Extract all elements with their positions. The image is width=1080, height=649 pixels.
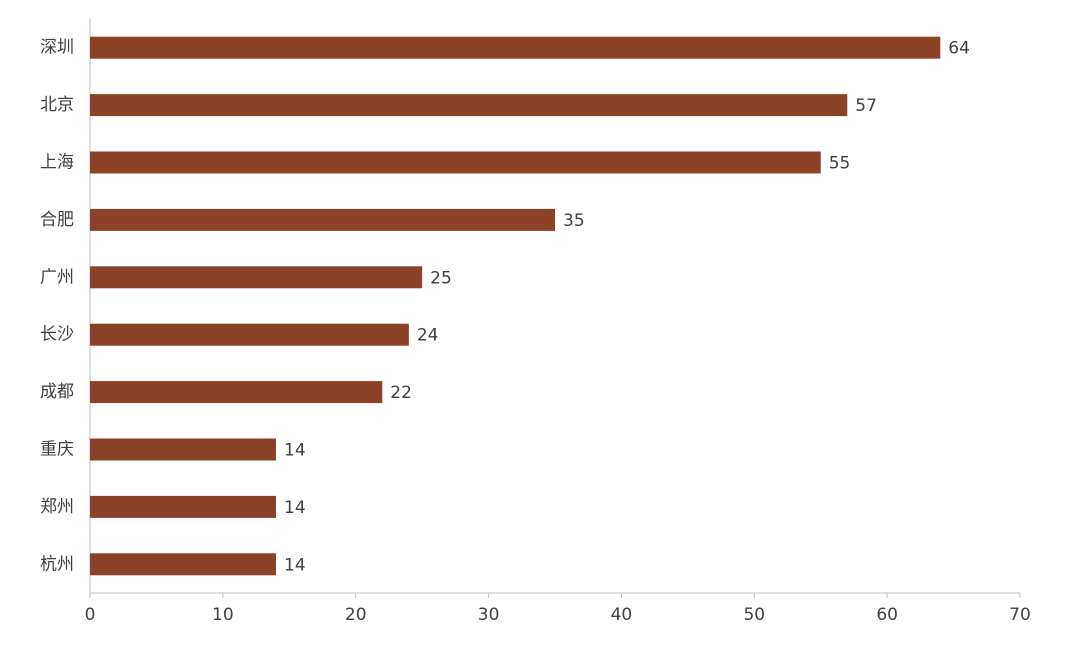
y-tick-label: 郑州 <box>40 497 74 517</box>
x-tick-label: 60 <box>876 605 898 625</box>
data-label: 57 <box>855 96 877 116</box>
data-label: 14 <box>284 555 306 575</box>
data-label: 14 <box>284 498 306 518</box>
x-tick-label: 20 <box>345 605 367 625</box>
data-label: 55 <box>829 154 851 174</box>
data-label: 64 <box>948 39 970 59</box>
bar <box>90 323 409 346</box>
x-tick-label: 40 <box>611 605 633 625</box>
x-tick-label: 50 <box>743 605 765 625</box>
bar <box>90 495 276 518</box>
y-tick-label: 北京 <box>40 95 74 115</box>
y-tick-label: 广州 <box>40 267 74 287</box>
data-label: 14 <box>284 441 306 461</box>
x-tick-label: 70 <box>1009 605 1031 625</box>
y-tick-label: 深圳 <box>40 38 74 58</box>
bar <box>90 438 276 461</box>
bar <box>90 94 848 117</box>
x-tick-label: 10 <box>212 605 234 625</box>
y-tick-label: 长沙 <box>40 325 74 345</box>
data-label: 25 <box>430 268 452 288</box>
x-tick-label: 0 <box>85 605 96 625</box>
y-tick-label: 重庆 <box>40 440 74 460</box>
bar <box>90 151 821 174</box>
bar <box>90 36 941 59</box>
bar <box>90 208 555 231</box>
y-tick-label: 上海 <box>40 153 74 173</box>
data-label: 24 <box>417 326 439 346</box>
data-label: 35 <box>563 211 585 231</box>
x-tick-label: 30 <box>478 605 500 625</box>
y-tick-label: 杭州 <box>40 554 74 574</box>
data-label: 22 <box>390 383 412 403</box>
bar <box>90 381 383 404</box>
bar <box>90 553 276 576</box>
bar <box>90 266 423 289</box>
y-tick-label: 合肥 <box>40 210 74 230</box>
y-tick-label: 成都 <box>40 382 74 402</box>
